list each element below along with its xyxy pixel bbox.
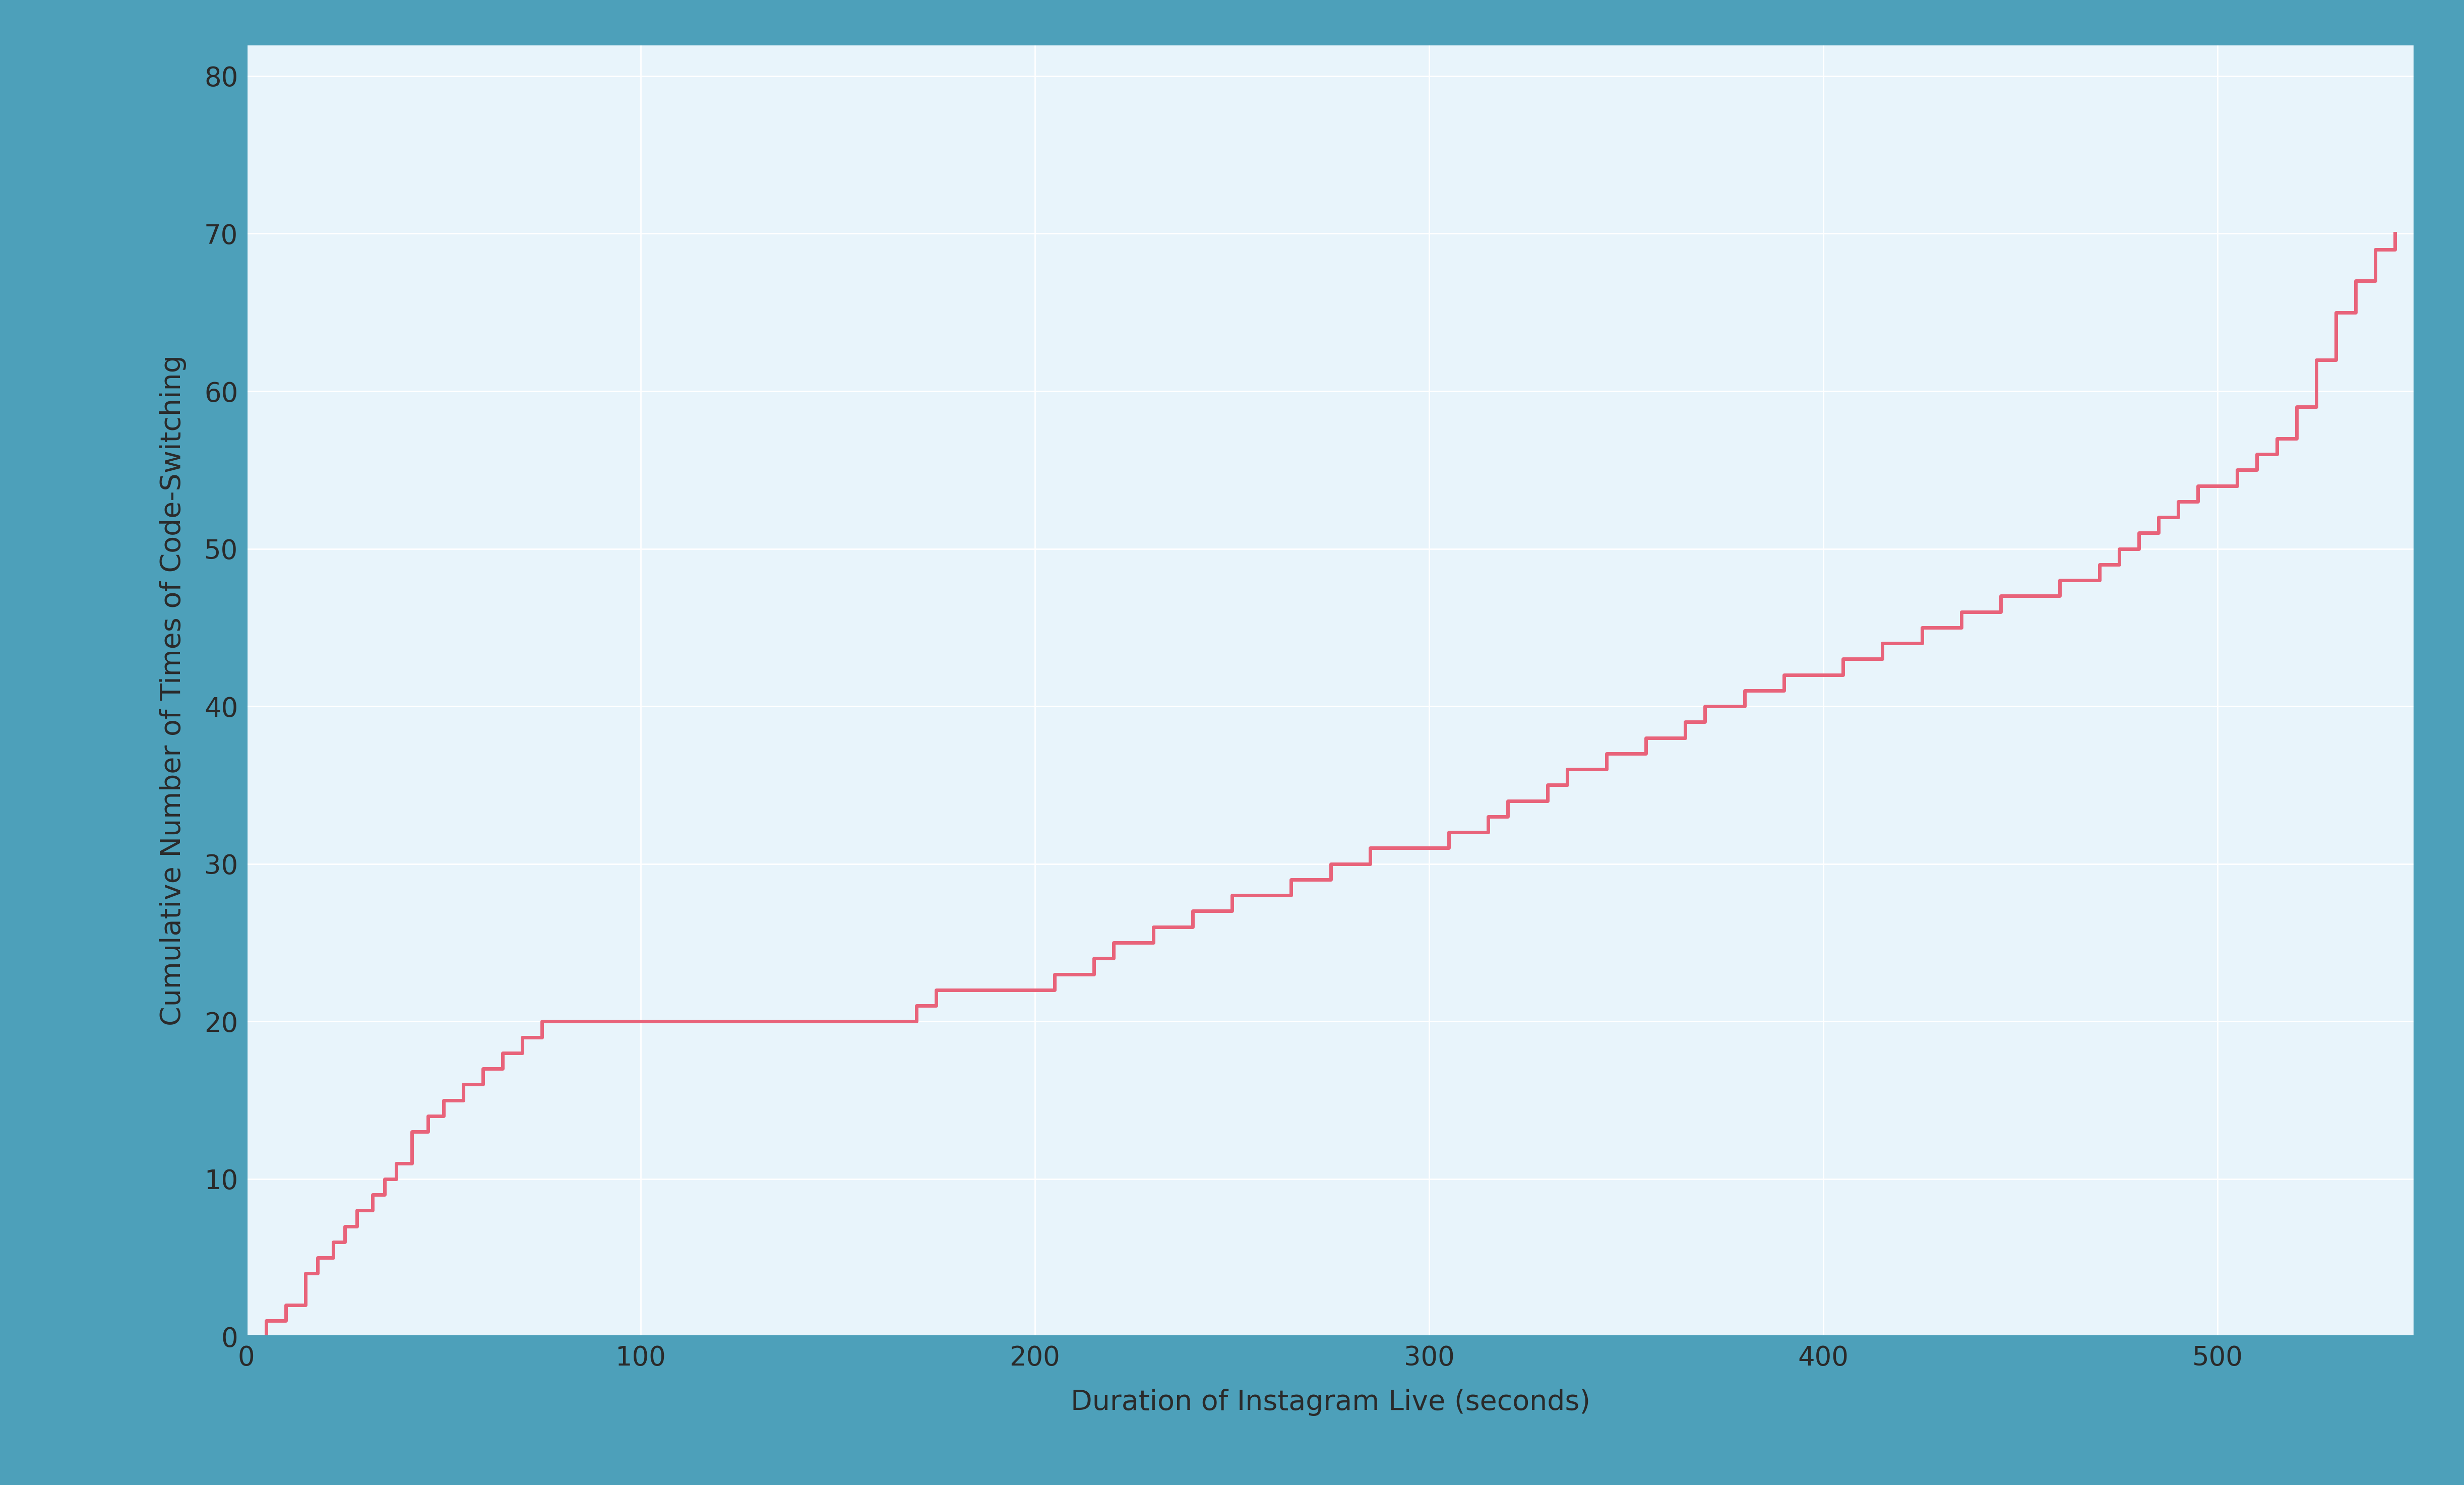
Y-axis label: Cumulative Number of Times of Code-Switching: Cumulative Number of Times of Code-Switc… [160,355,187,1026]
X-axis label: Duration of Instagram Live (seconds): Duration of Instagram Live (seconds) [1072,1388,1589,1415]
